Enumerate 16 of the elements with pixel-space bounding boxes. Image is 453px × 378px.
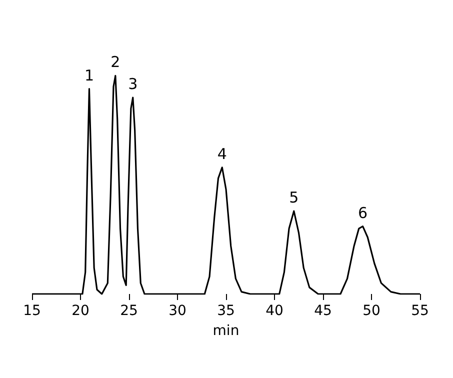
annotation: 2 [110,53,120,72]
x-tick-label: 20 [72,303,90,319]
x-tick-label: 45 [314,303,332,319]
annotation: 3 [128,75,138,94]
x-tick-label: 55 [411,303,429,319]
x-tick-label: 15 [23,303,41,319]
x-tick-label: 25 [120,303,138,319]
annotation: 4 [217,144,227,163]
x-axis-title: min [212,323,240,339]
x-tick-label: 50 [362,303,380,319]
x-tick-label: 40 [266,303,284,319]
annotation: 6 [358,204,368,222]
x-tick-label: 35 [217,303,235,319]
annotation: 5 [289,188,299,207]
annotation: 1 [84,66,94,84]
x-tick-label: 30 [168,303,186,319]
